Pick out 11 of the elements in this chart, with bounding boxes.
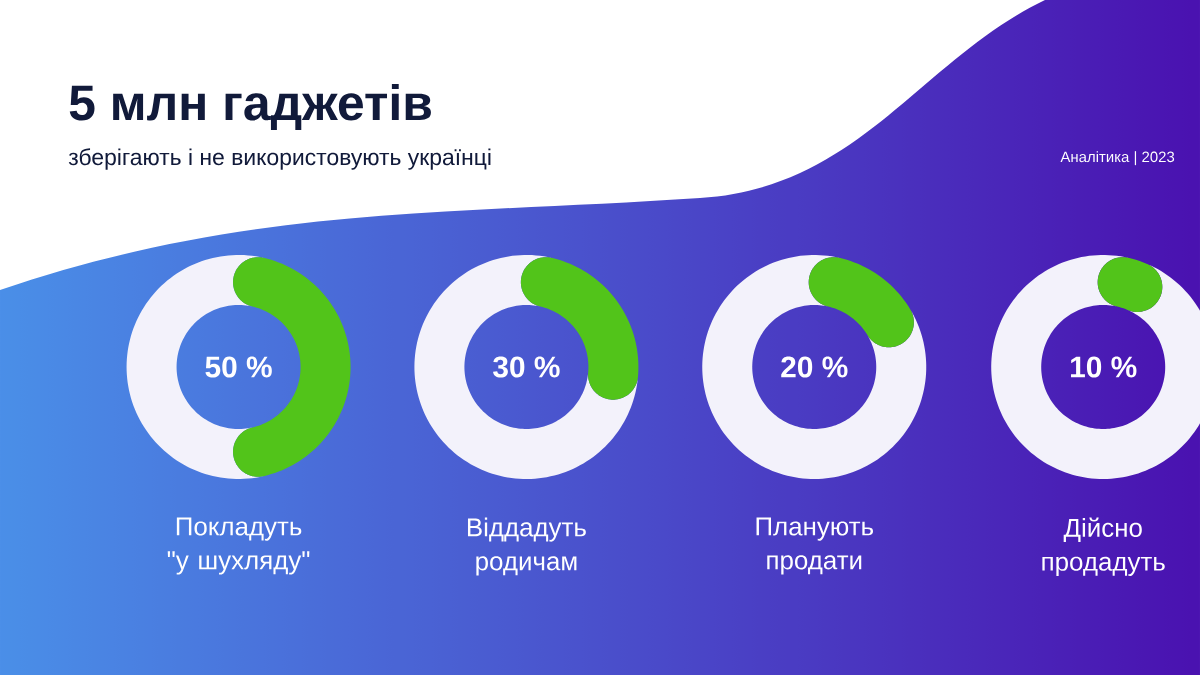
text: Дійсно продадуть [1042, 517, 1165, 576]
text: 10 % [1071, 356, 1137, 378]
text: 30 % [493, 356, 560, 378]
text: 20 % [781, 356, 848, 378]
chart-title: 5 млн гаджетів [69, 83, 431, 130]
text: Планують продати [756, 517, 873, 575]
text: 50 % [205, 356, 272, 378]
text: Віддадуть родичам [467, 517, 586, 576]
chart-subtitle: зберігають і не використовують українці [68, 148, 491, 170]
text: Покладуть "у шухляду" [167, 517, 310, 575]
text: Аналітика | 2023 [1060, 151, 1175, 166]
